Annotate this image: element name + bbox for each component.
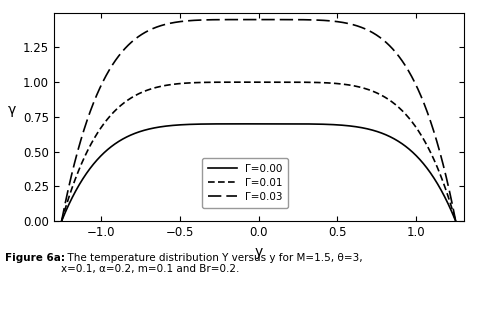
Γ=0.00 — [232, 122, 238, 126]
Y-axis label: γ: γ — [7, 103, 16, 117]
Γ=0.00 — [99, 153, 105, 157]
Text: The temperature distribution Y versus y for M=1.5, θ=3,
x=0.1, α=0.2, m=0.1 and : The temperature distribution Y versus y … — [61, 253, 363, 274]
Γ=0.01 — [232, 80, 238, 84]
Γ=0.01 — [59, 219, 64, 223]
Γ=0.03 — [256, 18, 262, 21]
Γ=0.03 — [218, 18, 224, 21]
X-axis label: y: y — [255, 245, 263, 258]
Γ=0.03 — [366, 29, 372, 33]
Γ=0.03 — [232, 18, 238, 21]
Γ=0.00 — [366, 127, 372, 131]
Γ=0.01 — [218, 80, 224, 84]
Γ=0.01 — [453, 219, 459, 223]
Γ=0.03 — [99, 82, 105, 86]
Line: Γ=0.03: Γ=0.03 — [61, 20, 456, 221]
Line: Γ=0.01: Γ=0.01 — [61, 82, 456, 221]
Γ=0.01 — [366, 88, 372, 92]
Legend: Γ=0.00, Γ=0.01, Γ=0.03: Γ=0.00, Γ=0.01, Γ=0.03 — [203, 158, 288, 208]
Γ=0.03 — [59, 219, 64, 223]
Γ=0.01 — [330, 81, 336, 85]
Line: Γ=0.00: Γ=0.00 — [61, 124, 456, 221]
Γ=0.00 — [256, 122, 262, 126]
Γ=0.00 — [373, 129, 379, 133]
Γ=0.00 — [453, 219, 459, 223]
Γ=0.01 — [373, 91, 379, 95]
Text: Figure 6a:: Figure 6a: — [5, 253, 65, 263]
Γ=0.03 — [330, 19, 336, 23]
Γ=0.01 — [256, 80, 262, 84]
Γ=0.00 — [218, 122, 224, 126]
Γ=0.00 — [330, 123, 336, 126]
Γ=0.03 — [453, 219, 459, 223]
Γ=0.03 — [373, 33, 379, 37]
Γ=0.01 — [99, 125, 105, 128]
Γ=0.00 — [59, 219, 64, 223]
